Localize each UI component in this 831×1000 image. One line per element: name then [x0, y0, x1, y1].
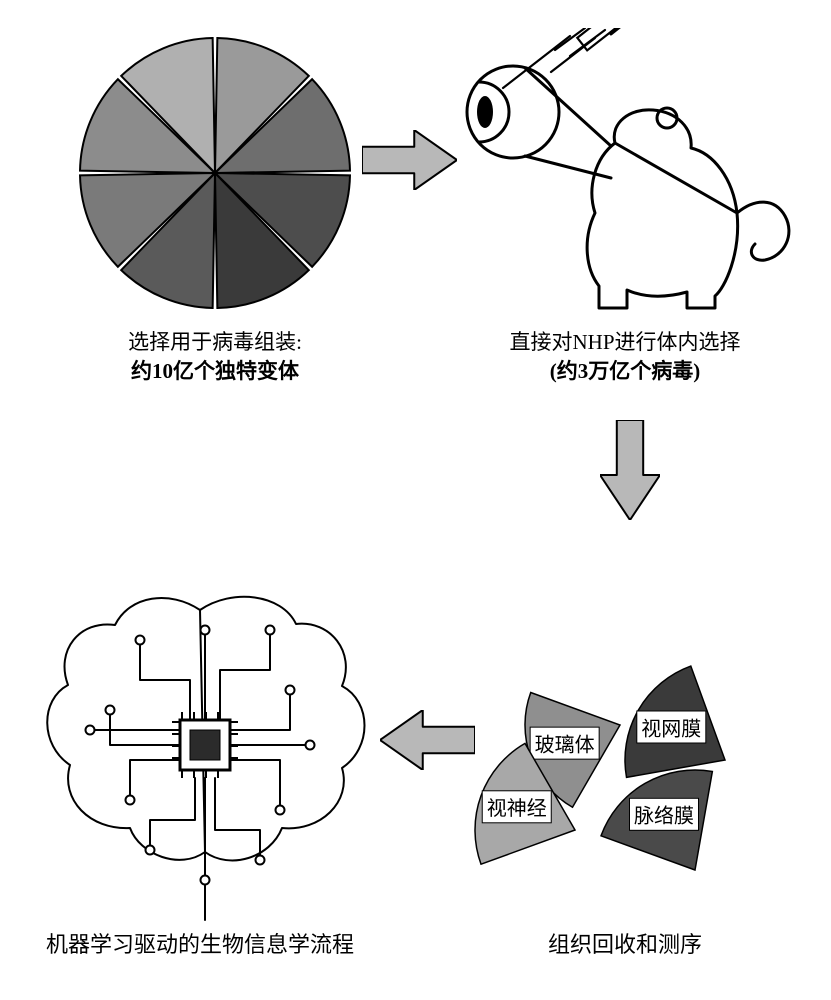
- caption-tr-line2: (约3万亿个病毒): [509, 357, 740, 385]
- caption-top-right: 直接对NHP进行体内选择 (约3万亿个病毒): [509, 328, 740, 385]
- arrow-left-icon: [380, 710, 475, 770]
- svg-text:视神经: 视神经: [487, 798, 547, 821]
- caption-top-left: 选择用于病毒组装: 约10亿个独特变体: [128, 328, 302, 385]
- svg-text:脉络膜: 脉络膜: [634, 805, 694, 828]
- panel-top-left: 选择用于病毒组装: 约10亿个独特变体: [55, 15, 375, 385]
- tissue-wedges: 玻璃体 视网膜视神经 脉络膜: [455, 570, 795, 930]
- caption-tl-line2: 约10亿个独特变体: [128, 357, 302, 385]
- arrow-down-icon: [600, 420, 660, 520]
- panel-bottom-left: 机器学习驱动的生物信息学流程: [20, 560, 380, 960]
- circuit-brain: [20, 570, 380, 930]
- panel-bottom-right: 玻璃体 视网膜视神经 脉络膜 组织回收和测序: [455, 560, 795, 960]
- panel-top-right: 直接对NHP进行体内选择 (约3万亿个病毒): [455, 15, 795, 385]
- nhp-injection-figure: [455, 28, 795, 328]
- caption-tl-line1: 选择用于病毒组装:: [128, 328, 302, 356]
- caption-bottom-right: 组织回收和测序: [548, 930, 702, 960]
- pie-chart: [55, 28, 375, 328]
- caption-bottom-left: 机器学习驱动的生物信息学流程: [46, 930, 354, 960]
- caption-tr-line1: 直接对NHP进行体内选择: [509, 328, 740, 356]
- svg-text:玻璃体: 玻璃体: [535, 734, 595, 757]
- svg-text:视网膜: 视网膜: [641, 718, 701, 741]
- arrow-right-icon: [362, 130, 457, 190]
